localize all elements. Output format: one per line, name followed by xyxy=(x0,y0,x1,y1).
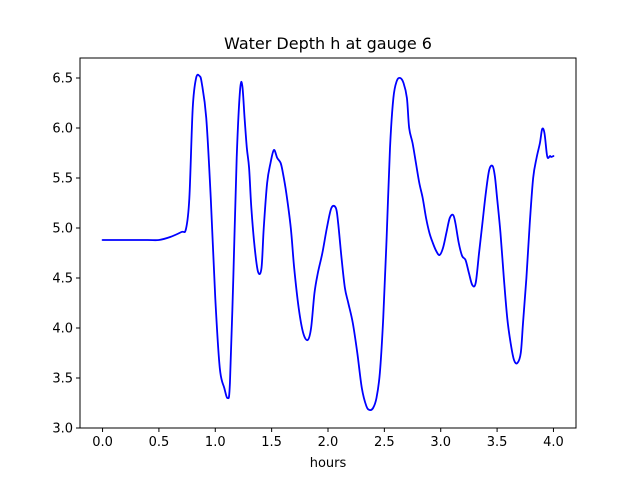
x-tick-label: 1.5 xyxy=(261,435,282,450)
x-tick-label: 3.5 xyxy=(487,435,508,450)
y-tick-label: 6.0 xyxy=(52,122,73,137)
y-tick-label: 3.0 xyxy=(52,422,73,437)
series-layer xyxy=(101,73,555,412)
plot-frame xyxy=(79,57,577,429)
x-tick-label: 0.0 xyxy=(92,435,113,450)
y-tick-label: 5.5 xyxy=(52,172,73,187)
x-tick-label: 2.5 xyxy=(374,435,395,450)
x-tick-label: 1.0 xyxy=(205,435,226,450)
chart-title: Water Depth h at gauge 6 xyxy=(224,34,432,53)
x-tick-label: 4.0 xyxy=(543,435,564,450)
x-tick-label: 0.5 xyxy=(149,435,170,450)
y-tick-label: 5.0 xyxy=(52,222,73,237)
x-tick-label: 3.0 xyxy=(430,435,451,450)
x-axis-ticks: 0.0 0.5 1.0 1.5 2.0 2.5 3.0 3.5 4.0 xyxy=(92,428,564,450)
x-tick-label: 2.0 xyxy=(318,435,339,450)
y-tick-label: 4.0 xyxy=(52,322,73,337)
y-axis-ticks: 3.0 3.5 4.0 4.5 5.0 5.5 6.0 6.5 xyxy=(52,72,80,437)
plot-area-background xyxy=(80,58,576,428)
water-depth-series-line xyxy=(101,73,555,412)
x-axis-label: hours xyxy=(310,456,347,471)
y-tick-label: 4.5 xyxy=(52,272,73,287)
y-tick-label: 6.5 xyxy=(52,72,73,87)
y-tick-label: 3.5 xyxy=(52,372,73,387)
